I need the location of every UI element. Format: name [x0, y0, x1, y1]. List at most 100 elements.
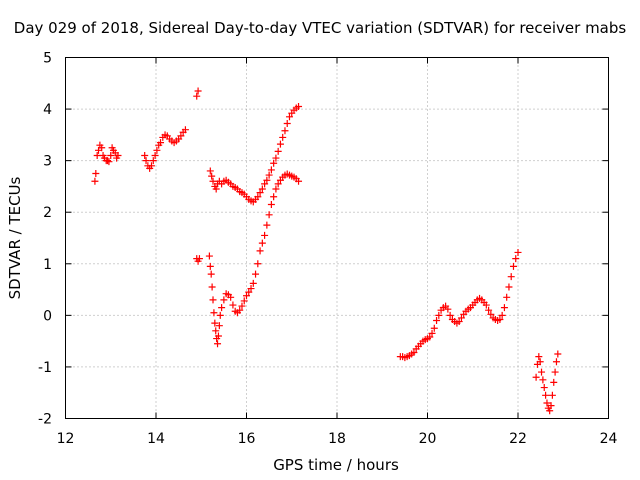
data-point [240, 297, 248, 305]
data-point [256, 189, 264, 197]
data-point [433, 317, 441, 325]
data-point [503, 293, 511, 301]
data-point [105, 158, 113, 166]
data-point [270, 159, 278, 167]
data-point [238, 302, 246, 310]
data-point [195, 255, 203, 263]
data-point [247, 285, 255, 293]
data-point [487, 310, 495, 318]
data-point [546, 407, 554, 415]
data-point [281, 127, 289, 135]
data-point [208, 283, 216, 291]
data-point [435, 311, 443, 319]
data-point [220, 296, 228, 304]
data-point [552, 358, 560, 366]
data-point [104, 157, 112, 165]
data-point [236, 306, 244, 314]
data-point [272, 154, 280, 162]
data-point [507, 273, 515, 281]
data-point [245, 288, 253, 296]
data-point [263, 176, 271, 184]
chart-title: Day 029 of 2018, Sidereal Day-to-day VTE… [14, 19, 627, 37]
y-tick-label: 4 [43, 102, 52, 118]
data-point [209, 296, 217, 304]
data-point [147, 162, 155, 170]
data-point [428, 329, 436, 337]
data-point [254, 260, 262, 268]
data-point [261, 231, 269, 239]
data-point [410, 348, 418, 356]
x-axis-label: GPS time / hours [273, 456, 399, 474]
data-point [270, 193, 278, 201]
data-point [509, 262, 517, 270]
data-point [295, 177, 303, 185]
data-point [295, 102, 303, 110]
data-point [551, 368, 559, 376]
x-tick-label: 14 [147, 431, 165, 447]
data-point [265, 211, 273, 219]
data-point [218, 304, 226, 312]
data-point [532, 373, 540, 381]
data-point [214, 340, 222, 348]
data-point [227, 293, 235, 301]
x-tick-label: 12 [57, 431, 75, 447]
grid [65, 57, 609, 419]
data-point [538, 368, 546, 376]
data-points [91, 87, 562, 415]
data-point [261, 180, 269, 188]
data-point [496, 315, 504, 323]
data-point [229, 301, 237, 309]
data-point [550, 378, 558, 386]
data-point [107, 151, 115, 159]
data-point [93, 151, 101, 159]
data-point [554, 350, 562, 358]
data-point [209, 177, 217, 185]
data-point [536, 358, 544, 366]
data-point [177, 132, 185, 140]
y-tick-label: 2 [43, 205, 52, 221]
data-point [535, 353, 543, 361]
data-point [267, 166, 275, 174]
y-tick-label: -1 [38, 360, 52, 376]
data-point [207, 270, 215, 278]
data-point [498, 311, 506, 319]
data-point [243, 292, 250, 300]
data-point [505, 283, 513, 291]
y-tick-label: 0 [43, 308, 52, 324]
data-point [194, 87, 202, 95]
data-point [211, 319, 219, 327]
data-point [267, 200, 275, 208]
x-tick-label: 22 [509, 431, 527, 447]
data-point [258, 185, 266, 193]
y-tick-label: 1 [43, 257, 52, 273]
data-point [254, 193, 262, 201]
data-point [279, 133, 287, 141]
data-point [446, 311, 454, 319]
data-point [149, 157, 157, 165]
y-tick-label: -2 [38, 412, 52, 428]
data-point [252, 270, 260, 278]
data-point [276, 140, 284, 148]
data-point [193, 92, 201, 100]
data-point [92, 170, 100, 178]
x-tick-label: 16 [238, 431, 256, 447]
data-point [263, 221, 271, 229]
data-point [283, 120, 291, 128]
data-point [142, 157, 150, 165]
data-point [540, 384, 548, 392]
data-point [91, 177, 99, 185]
data-point [285, 113, 293, 121]
data-point [512, 255, 520, 263]
data-point [114, 151, 122, 159]
y-axis-label: SDTVAR / TECUs [6, 176, 24, 299]
data-point [98, 144, 106, 152]
x-tick-labels: 12 14 16 18 20 22 24 [57, 431, 618, 447]
data-point [153, 146, 161, 154]
data-point [444, 305, 452, 313]
data-point [514, 248, 522, 256]
data-point [457, 314, 465, 322]
data-point [426, 333, 434, 341]
data-point [542, 391, 550, 399]
data-point [212, 327, 220, 335]
